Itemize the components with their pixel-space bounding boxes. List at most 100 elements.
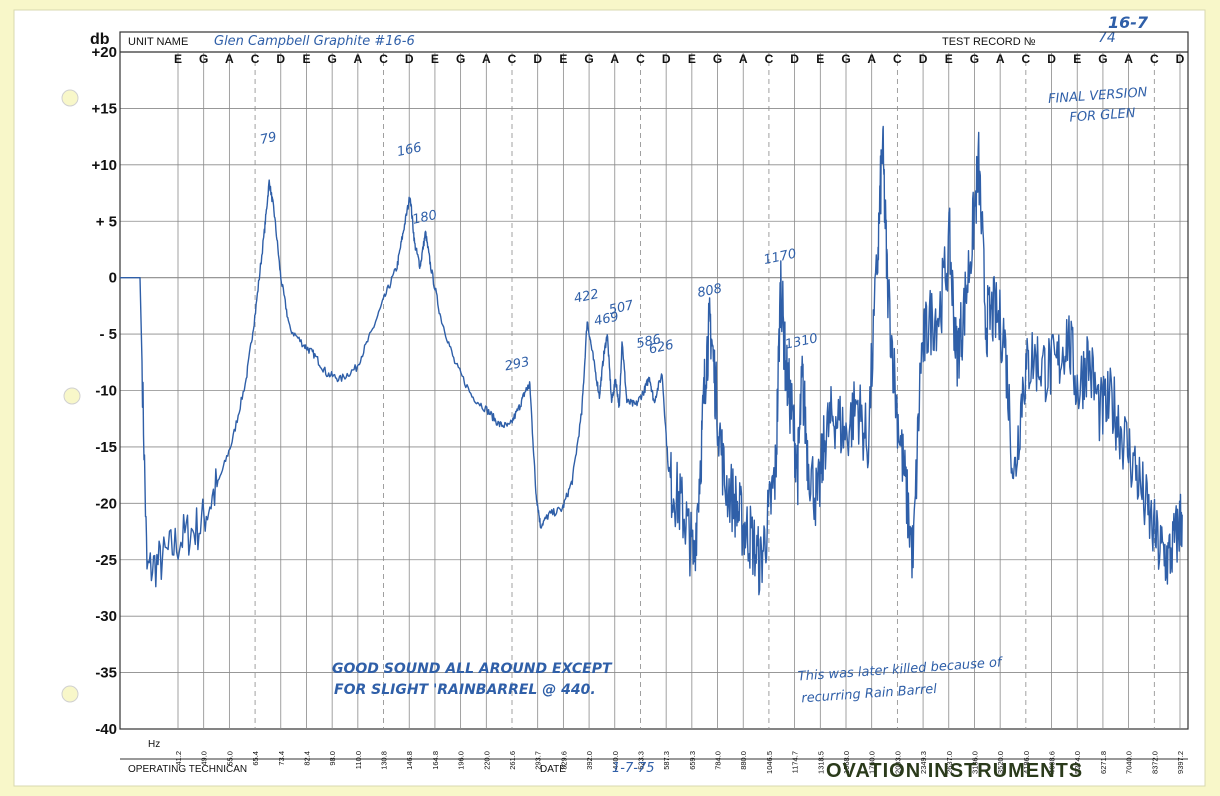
unit-name-label: UNIT NAME [128,36,188,48]
final-version-note: FINAL VERSION FOR GLEN [1048,85,1149,125]
y-tick-label: -40 [95,721,117,738]
peak-label: 293 [504,355,531,375]
note-label: D [919,52,928,66]
note-label: G [584,52,593,66]
note-label: C [1150,52,1159,66]
y-tick-label: -25 [95,552,117,569]
note-label: C [893,52,902,66]
y-tick-label: -15 [95,439,117,456]
note-label: E [559,52,567,66]
frequency-tick-label: 110.0 [354,751,363,769]
note-label: A [739,52,748,66]
note-label: G [713,52,722,66]
test-record-label: TEST RECORD № [942,36,1036,48]
note-label: E [945,52,953,66]
y-tick-label: +10 [92,157,117,174]
frequency-tick-label: 55.0 [225,751,234,766]
technician-label: OPERATING TECHNICAN [128,764,247,775]
note-label: G [1098,52,1107,66]
peak-label: 1310 [784,331,819,353]
frequency-tick-label: 523.3 [636,751,645,770]
note-label: E [302,52,310,66]
peak-label: 469 [593,309,620,329]
note-label: D [533,52,542,66]
note-label: D [790,52,799,66]
peak-label: 166 [396,140,423,160]
note-label: A [482,52,491,66]
note-label: A [610,52,619,66]
frequency-tick-label: 659.3 [688,751,697,770]
y-tick-label: +15 [92,100,117,117]
y-tick-labels: +20 +15 +10 + 5 0 - 5 -10 -15 -20 -25 -30 -35 -40 [92,44,117,738]
frequency-tick-label: 5274.0 [1073,751,1082,774]
y-tick-label: + 5 [96,213,117,230]
note-label: A [1124,52,1133,66]
date-label: DATE [540,764,566,775]
frequency-tick-label: 1318.5 [816,751,825,774]
y-tick-label: -35 [95,665,117,682]
note-label: E [1073,52,1081,66]
note-label: E [816,52,824,66]
note-label: D [405,52,414,66]
frequency-tick-label: 4698.6 [1048,751,1057,774]
y-tick-label: - 5 [99,326,117,343]
hz-label: Hz [148,739,160,750]
y-tick-label: +20 [92,44,117,61]
frequency-tick-label: 1046.5 [765,751,774,774]
frequency-tick-label: 130.8 [380,751,389,770]
frequency-tick-label: 784.0 [714,751,723,770]
note-label: G [327,52,336,66]
note-label: G [456,52,465,66]
binder-holes [61,89,81,703]
comment-line2: FOR SLIGHT 'RAINBARREL @ 440. [334,682,596,698]
frequency-tick-label: 587.3 [662,751,671,770]
frequency-labels: 41.2 49.0 55.0 65.4 73.4 82.4 98.0 110.0 130.8 14… [174,751,1185,774]
peak-label: 626 [648,338,675,358]
frequency-tick-label: 7040.0 [1125,751,1134,774]
frequency-tick-label: 880.0 [739,751,748,770]
final-version-line1: FINAL VERSION [1048,85,1149,107]
peak-label: 180 [411,208,438,228]
frequency-tick-label: 293.7 [534,751,543,770]
note-label: A [225,52,234,66]
note-label: A [354,52,363,66]
note-label: E [174,52,182,66]
frequency-tick-label: 392.0 [585,751,594,770]
note-label: E [688,52,696,66]
peak-label: 79 [259,130,278,148]
note-label: D [1047,52,1056,66]
y-tick-label: 0 [109,270,117,287]
frequency-tick-label: 3520.0 [996,751,1005,774]
note-label: C [1022,52,1031,66]
note-label: C [636,52,645,66]
peak-label: 422 [573,287,600,307]
note-label: C [508,52,517,66]
peak-label: 808 [696,281,723,301]
brand-logo: OVATION INSTRUMENTS [826,760,1083,782]
frequency-response-trace [120,125,1183,596]
note-label: D [662,52,671,66]
frequency-tick-label: 1174.7 [791,751,800,773]
frequency-tick-label: 146.8 [405,751,414,770]
note-label: G [841,52,850,66]
frequency-tick-label: 2349.3 [919,751,928,774]
note-label: D [276,52,285,66]
note-label: G [970,52,979,66]
chart-frame [119,31,1189,730]
test-record-value: 74 [1098,30,1116,46]
note-label: C [765,52,774,66]
unit-name-value: Glen Campbell Graphite #16-6 [214,34,415,49]
comment-line1: GOOD SOUND ALL AROUND EXCEPT [332,661,613,677]
frequency-tick-label: 6271.8 [1099,751,1108,774]
frequency-tick-label: 65.4 [251,751,260,766]
frequency-tick-label: 440.0 [611,751,620,770]
frequency-tick-label: 98.0 [328,751,337,766]
note-label: C [379,52,388,66]
frequency-tick-label: 164.8 [431,751,440,770]
frequency-tick-label: 9397.2 [1176,751,1185,774]
note-label: A [996,52,1005,66]
frequency-tick-label: 49.0 [200,751,209,766]
